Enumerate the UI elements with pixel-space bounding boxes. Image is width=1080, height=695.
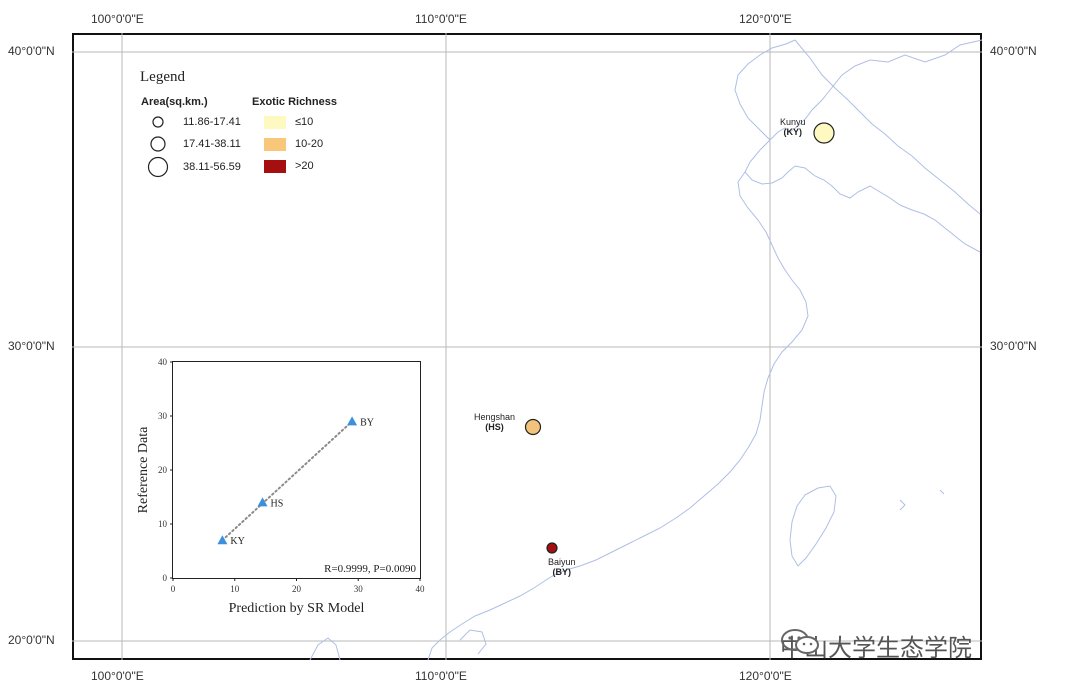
left-lat-label-30: 30°0'0"N: [8, 339, 55, 353]
inset-chart-frame: [172, 361, 421, 579]
legend-richness-title: Exotic Richness: [252, 96, 337, 108]
site-code-hengshan: (HS): [485, 422, 504, 432]
site-code-kunyu: (KY): [783, 127, 803, 137]
wechat-icon: [781, 629, 819, 654]
site-label-kunyu: Kunyu (KY): [780, 117, 806, 137]
site-code-baiyun: (BY): [552, 567, 572, 577]
left-lat-label-40: 40°0'0"N: [8, 44, 55, 58]
area-class-1: 11.86-17.41: [183, 116, 241, 128]
top-lon-label-100: 100°0'0"E: [91, 12, 144, 26]
left-lat-label-20: 20°0'0"N: [8, 633, 55, 647]
site-label-hengshan: Hengshan (HS): [474, 412, 515, 432]
coastline: [309, 39, 983, 661]
right-lat-label-30: 30°0'0"N: [990, 339, 1037, 353]
watermark: 中山大学生态学院: [780, 628, 972, 663]
richness-class-2: 10-20: [295, 138, 324, 150]
bottom-lon-label-110: 110°0'0"E: [415, 669, 467, 683]
richness-class-1: ≤10: [295, 116, 314, 128]
legend-area-title: Area(sq.km.): [141, 96, 208, 108]
site-label-baiyun: Baiyun (BY): [548, 557, 576, 577]
site-name-baiyun: Baiyun: [548, 557, 576, 567]
area-class-2: 17.41-38.11: [183, 138, 241, 150]
area-class-3: 38.11-56.59: [183, 161, 241, 173]
right-lat-label-40: 40°0'0"N: [990, 44, 1037, 58]
site-name-hengshan: Hengshan: [474, 412, 516, 422]
site-name-kunyu: Kunyu: [780, 117, 806, 127]
bottom-lon-label-120: 120°0'0"E: [739, 669, 792, 683]
graticule: [72, 33, 982, 660]
richness-class-3: >20: [295, 160, 314, 172]
top-lon-label-120: 120°0'0"E: [739, 12, 792, 26]
top-lon-label-110: 110°0'0"E: [415, 12, 467, 26]
bottom-lon-label-100: 100°0'0"E: [91, 669, 144, 683]
legend-title: Legend: [140, 69, 185, 85]
